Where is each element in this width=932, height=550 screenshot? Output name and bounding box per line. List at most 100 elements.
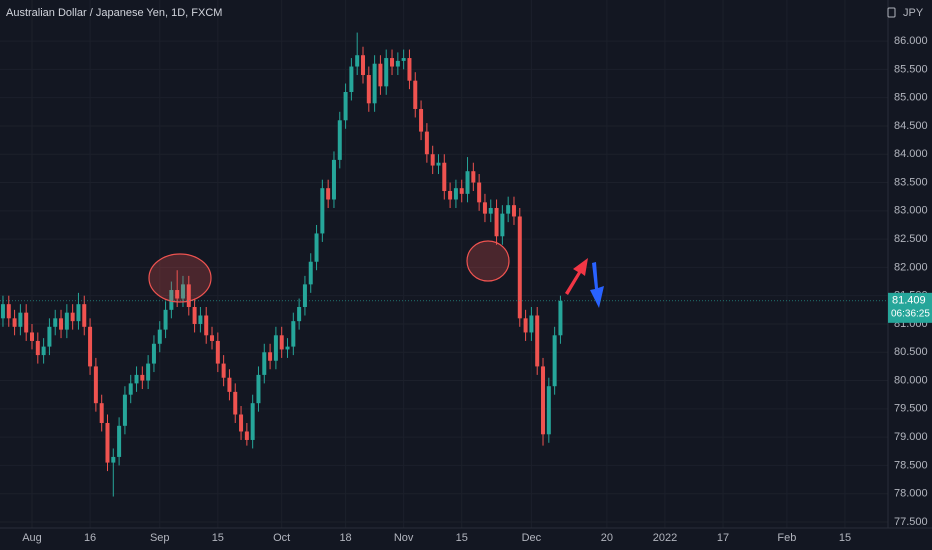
candle-body (30, 332, 34, 341)
candle-body (465, 171, 470, 194)
x-tick-label: 2022 (653, 532, 677, 544)
candle-body (262, 352, 267, 375)
candle-body (64, 312, 69, 330)
candle-body (93, 366, 98, 404)
candle-body (384, 58, 389, 87)
candle-body (105, 422, 110, 463)
candle-body (291, 321, 296, 347)
candle-body (210, 335, 215, 341)
candle-body (535, 315, 540, 367)
candle-body (227, 377, 232, 392)
candle-body (134, 374, 139, 384)
arrow-up (565, 258, 588, 295)
candle-body (558, 300, 563, 336)
candle-body (407, 58, 412, 81)
candle-body (35, 340, 40, 356)
candle-body (511, 205, 516, 217)
price-label-box (888, 292, 932, 323)
y-tick-label: 79.000 (894, 431, 928, 443)
candle-body (239, 414, 244, 432)
candle-body (128, 383, 133, 395)
y-tick-label: 85.000 (894, 92, 928, 104)
highlight-circle (148, 253, 212, 303)
candle-body (442, 162, 447, 192)
x-tick-label: Sep (150, 532, 170, 544)
candle-body (41, 346, 46, 356)
currency: JPY (903, 7, 924, 19)
candle-body (541, 366, 546, 435)
candle-body (320, 188, 325, 234)
candle-body (343, 91, 348, 121)
candle-body (279, 335, 284, 350)
y-tick-label: 82.000 (894, 261, 928, 273)
candle-body (12, 318, 17, 327)
candle-body (244, 431, 249, 440)
arrow-down (590, 262, 604, 308)
y-tick-label: 82.500 (894, 233, 928, 245)
countdown-label: 06:36:25 (891, 308, 930, 319)
candle-body (360, 55, 365, 76)
candle-body (24, 312, 29, 333)
y-tick-label: 80.000 (894, 374, 928, 386)
candle-body (349, 66, 354, 92)
candle-body (395, 60, 400, 67)
candle-body (419, 108, 424, 132)
x-tick-label: 17 (717, 532, 729, 544)
candle-body (390, 58, 395, 67)
candle-body (268, 352, 273, 361)
candle-body (215, 340, 220, 364)
x-tick-label: Nov (394, 532, 414, 544)
candle-body (326, 188, 331, 200)
candle-body (180, 284, 185, 299)
candle-body (424, 131, 429, 155)
x-tick-label: Oct (273, 532, 290, 544)
candle-body (477, 182, 482, 203)
candle-body (233, 391, 238, 415)
x-tick-label: Dec (522, 532, 542, 544)
x-tick-label: Feb (777, 532, 796, 544)
candle-body (122, 394, 127, 426)
candle-body (70, 312, 75, 322)
currency-icon (887, 7, 896, 18)
candle-body (82, 304, 87, 327)
y-tick-label: 85.500 (894, 63, 928, 75)
candle-body (401, 58, 406, 61)
candles (0, 32, 563, 497)
candle-body (250, 403, 255, 440)
candle-body (111, 456, 116, 463)
candle-body (331, 159, 336, 200)
x-tick-label: 18 (339, 532, 351, 544)
y-tick-label: 84.000 (894, 148, 928, 160)
y-tick-label: 78.500 (894, 459, 928, 471)
candle-body (140, 374, 145, 381)
candle-body (88, 326, 93, 367)
candle-body (175, 290, 180, 299)
candle-body (453, 188, 458, 200)
candle-body (302, 284, 307, 308)
y-tick-label: 86.000 (894, 35, 928, 47)
candle-body (372, 63, 377, 104)
x-tick-label: 15 (456, 532, 468, 544)
candle-body (378, 63, 383, 87)
candle-body (53, 318, 58, 327)
candle-body (76, 304, 81, 322)
candle-body (163, 309, 168, 330)
y-tick-label: 77.500 (894, 516, 928, 528)
highlight-circle (466, 240, 510, 282)
candle-body (459, 188, 464, 194)
candle-body (221, 363, 226, 378)
candle-body (552, 335, 557, 387)
x-tick-label: 15 (212, 532, 224, 544)
x-tick-label: 20 (601, 532, 613, 544)
candle-body (297, 307, 302, 322)
candle-body (506, 205, 511, 214)
y-tick-label: 83.500 (894, 176, 928, 188)
candle-body (59, 318, 64, 330)
y-tick-label: 78.000 (894, 488, 928, 500)
candle-body (314, 233, 319, 262)
candle-body (157, 329, 162, 344)
x-tick-label: 15 (839, 532, 851, 544)
y-tick-label: 83.000 (894, 205, 928, 217)
candle-body (413, 80, 418, 109)
